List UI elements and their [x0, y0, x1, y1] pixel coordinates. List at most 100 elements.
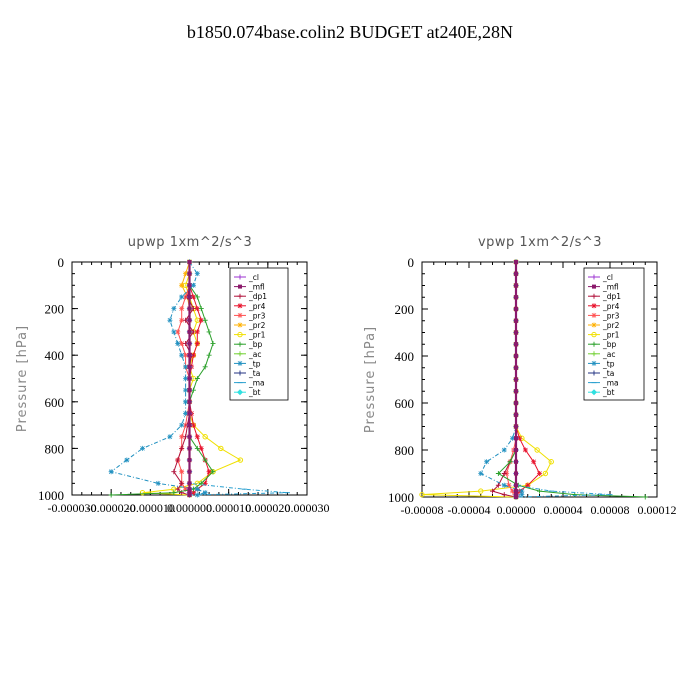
- data-point-bp: [194, 445, 200, 451]
- data-point-pr4: [525, 482, 531, 488]
- data-point-pr4: [198, 317, 204, 323]
- data-point-tp: [501, 482, 507, 488]
- data-point-tp: [179, 294, 185, 300]
- data-point-dp1: [501, 492, 507, 498]
- legend-label: _pr1: [602, 331, 620, 340]
- legend-label: _pr4: [248, 302, 266, 311]
- data-point-mfl: [514, 342, 518, 347]
- data-point-pr3: [179, 469, 185, 475]
- data-point-tp: [167, 317, 173, 323]
- data-point-mfl: [514, 483, 518, 488]
- y-tick-label: 1000: [38, 488, 64, 503]
- data-point-pr1: [534, 447, 540, 453]
- data-point-tp: [155, 480, 161, 486]
- data-point-mfl: [514, 389, 518, 394]
- legend-label: _ac: [602, 350, 615, 359]
- data-point-tp: [501, 447, 507, 453]
- legend-label: _pr1: [248, 331, 266, 340]
- data-point-tp: [171, 329, 177, 335]
- data-point-bp: [171, 490, 177, 496]
- data-point-pr1: [237, 457, 244, 463]
- data-point-tp: [194, 271, 200, 277]
- y-tick-label: 200: [45, 302, 65, 317]
- data-point-mfl: [514, 412, 518, 417]
- data-point-mfl: [514, 295, 518, 300]
- x-tick-label: -0.00004: [448, 503, 491, 517]
- legend-marker: [237, 351, 243, 357]
- page-title: b1850.074base.colin2 BUDGET at240E,28N: [186, 22, 514, 42]
- data-point-mfl: [187, 446, 192, 451]
- chart-title: upwp 1xm^2/s^3: [128, 235, 253, 250]
- legend-marker: [237, 322, 243, 328]
- legend-marker: [237, 341, 243, 347]
- data-point-mfl: [187, 469, 192, 474]
- legend-label: _cl: [248, 273, 259, 282]
- legend-marker: [591, 389, 597, 396]
- legend-label: _pr3: [602, 311, 620, 320]
- x-tick-label: -0.000010: [126, 501, 175, 515]
- data-point-mfl: [514, 318, 518, 323]
- data-point-pr3: [509, 488, 515, 494]
- data-point-tp: [190, 282, 196, 288]
- legend-box: [229, 267, 289, 401]
- data-point-tp: [183, 387, 189, 393]
- x-tick-label: 0.000020: [245, 501, 290, 515]
- legend-label: _tp: [248, 359, 261, 368]
- data-point-pr3: [183, 352, 189, 358]
- y-tick-label: 0: [58, 255, 65, 270]
- legend-marker: [591, 331, 597, 338]
- data-point-dp1: [179, 480, 185, 486]
- data-point-dp1: [179, 445, 185, 451]
- y-tick-label: 400: [395, 349, 415, 364]
- data-point-bp: [198, 306, 204, 312]
- legend-marker: [591, 312, 597, 318]
- data-point-tp: [194, 492, 200, 498]
- y-tick-label: 200: [395, 302, 415, 317]
- legend-label: _bt: [248, 388, 261, 397]
- x-tick-label: 0.00008: [591, 503, 630, 517]
- data-point-mfl: [187, 376, 192, 381]
- chart-panel-2: vpwp 1xm^2/s^3 Pressure [hPa] 0 200 400 600 80…: [363, 235, 677, 517]
- data-point-tp: [484, 459, 490, 465]
- data-point-tp: [202, 490, 208, 496]
- legend-label: _ac: [248, 350, 261, 359]
- data-point-bp: [537, 488, 542, 494]
- data-point-mfl: [514, 424, 518, 429]
- legend-marker: [238, 284, 242, 289]
- data-point-pr3: [179, 306, 185, 312]
- legend-marker: [237, 389, 243, 396]
- data-point-bp: [206, 329, 212, 335]
- data-point-mfl: [514, 436, 518, 441]
- data-point-tp: [519, 492, 525, 498]
- data-point-tp: [167, 434, 173, 440]
- data-point-mfl: [514, 271, 518, 276]
- data-point-mfl: [187, 260, 192, 264]
- legend-marker: [237, 274, 243, 280]
- data-point-pr4: [531, 459, 537, 465]
- data-point-pr3: [179, 434, 185, 440]
- data-point-mfl: [187, 318, 192, 323]
- data-point-mfl: [187, 388, 192, 393]
- data-point-bp: [194, 294, 200, 300]
- legend-label: _pr2: [602, 321, 620, 330]
- data-point-pr3: [179, 317, 185, 323]
- data-point-pr4: [190, 490, 196, 496]
- data-point-dp1: [501, 471, 507, 476]
- data-point-pr1: [218, 445, 224, 452]
- data-point-bp: [108, 492, 114, 498]
- data-point-mfl: [187, 306, 192, 311]
- data-point-mfl: [514, 365, 518, 370]
- legend-label: _pr3: [248, 311, 266, 320]
- data-point-pr4: [522, 447, 528, 453]
- data-point-pr2: [183, 271, 189, 277]
- data-point-mfl: [514, 459, 518, 464]
- legend-label: _dp1: [602, 292, 621, 301]
- data-point-bp: [206, 352, 212, 358]
- data-point-dp1: [175, 457, 181, 463]
- legend-label: _pr4: [602, 302, 620, 311]
- data-point-mfl: [514, 448, 518, 452]
- legend-label: _ta: [602, 369, 614, 378]
- legend-label: _ta: [248, 369, 260, 378]
- data-point-mfl: [514, 307, 518, 311]
